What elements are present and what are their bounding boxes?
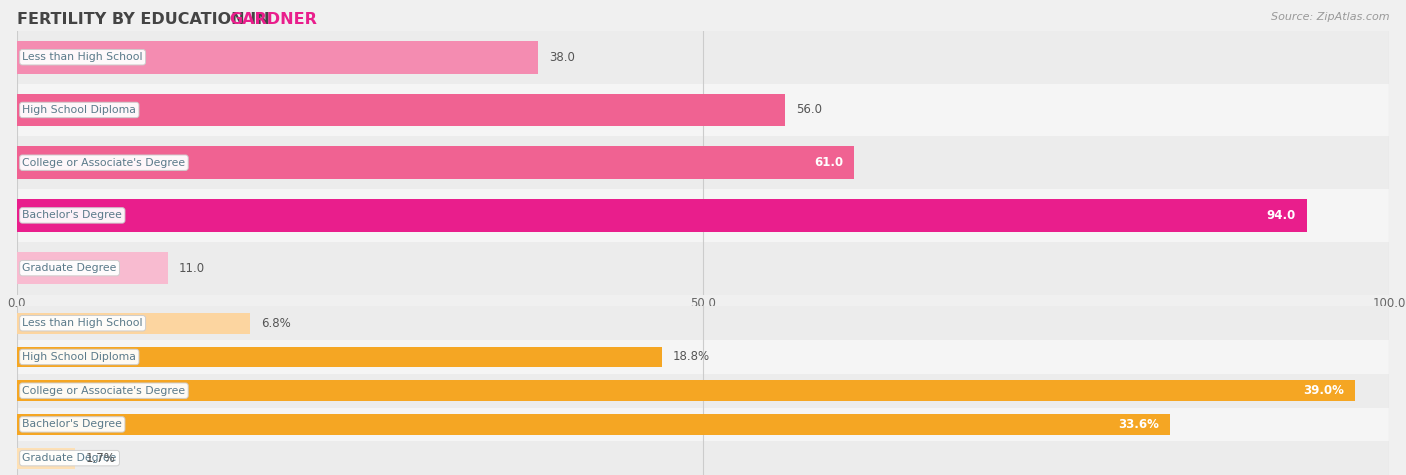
- Bar: [17, 146, 853, 179]
- Bar: [17, 306, 1389, 340]
- Bar: [17, 408, 1389, 441]
- Text: GARDNER: GARDNER: [229, 12, 316, 27]
- Text: Graduate Degree: Graduate Degree: [22, 453, 117, 463]
- Bar: [17, 447, 75, 469]
- Bar: [17, 414, 1170, 435]
- Text: 39.0%: 39.0%: [1303, 384, 1344, 397]
- Bar: [17, 340, 1389, 374]
- Bar: [17, 441, 1389, 475]
- Bar: [17, 94, 786, 126]
- Bar: [17, 313, 250, 334]
- Text: 18.8%: 18.8%: [673, 351, 710, 363]
- Text: Bachelor's Degree: Bachelor's Degree: [22, 210, 122, 220]
- Text: 94.0: 94.0: [1267, 209, 1296, 222]
- Bar: [17, 199, 1306, 232]
- Text: College or Associate's Degree: College or Associate's Degree: [22, 386, 186, 396]
- Bar: [17, 252, 167, 285]
- Bar: [17, 84, 1389, 136]
- Text: Bachelor's Degree: Bachelor's Degree: [22, 419, 122, 429]
- Text: Less than High School: Less than High School: [22, 318, 143, 328]
- Text: 61.0: 61.0: [814, 156, 844, 169]
- Bar: [17, 189, 1389, 242]
- Bar: [17, 380, 1355, 401]
- Text: College or Associate's Degree: College or Associate's Degree: [22, 158, 186, 168]
- Text: 1.7%: 1.7%: [86, 452, 117, 465]
- Text: 38.0: 38.0: [550, 51, 575, 64]
- Text: High School Diploma: High School Diploma: [22, 352, 136, 362]
- Text: High School Diploma: High School Diploma: [22, 105, 136, 115]
- Bar: [17, 41, 538, 74]
- Text: 33.6%: 33.6%: [1118, 418, 1159, 431]
- Text: 56.0: 56.0: [796, 104, 823, 116]
- Text: Source: ZipAtlas.com: Source: ZipAtlas.com: [1271, 12, 1389, 22]
- Text: Less than High School: Less than High School: [22, 52, 143, 62]
- Text: 11.0: 11.0: [179, 262, 205, 275]
- Bar: [17, 346, 662, 368]
- Text: 6.8%: 6.8%: [262, 317, 291, 330]
- Bar: [17, 31, 1389, 84]
- Text: FERTILITY BY EDUCATION IN: FERTILITY BY EDUCATION IN: [17, 12, 276, 27]
- Bar: [17, 136, 1389, 189]
- Text: Graduate Degree: Graduate Degree: [22, 263, 117, 273]
- Bar: [17, 242, 1389, 294]
- Bar: [17, 374, 1389, 408]
